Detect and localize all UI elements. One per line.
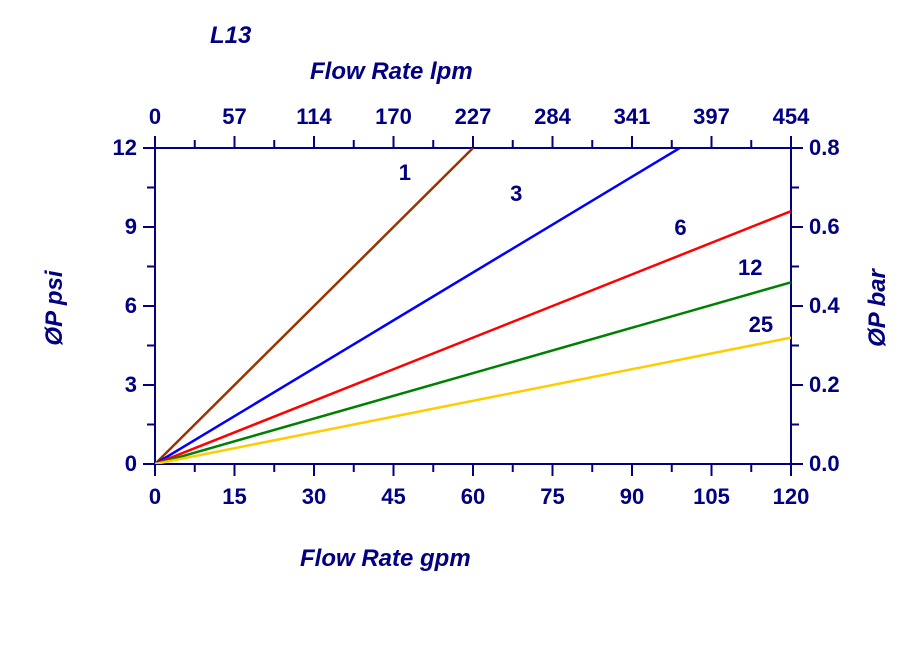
series-label-12: 12 [738, 255, 762, 281]
x-bottom-tick-120: 120 [761, 484, 821, 510]
chart-root: L13 Flow Rate lpm Flow Rate gpm ØP psi Ø… [0, 0, 907, 660]
x-top-tick-341: 341 [602, 104, 662, 130]
x-bottom-tick-0: 0 [125, 484, 185, 510]
x-top-tick-397: 397 [682, 104, 742, 130]
series-label-1: 1 [399, 160, 411, 186]
x-bottom-tick-105: 105 [682, 484, 742, 510]
series-line-1 [155, 148, 473, 464]
x-bottom-tick-45: 45 [364, 484, 424, 510]
y-right-tick-0.8: 0.8 [809, 135, 859, 161]
y-right-tick-0.2: 0.2 [809, 372, 859, 398]
x-bottom-tick-75: 75 [523, 484, 583, 510]
y-left-tick-12: 12 [93, 135, 137, 161]
series-label-25: 25 [749, 312, 773, 338]
series-line-25 [155, 338, 791, 464]
x-bottom-tick-90: 90 [602, 484, 662, 510]
x-top-tick-0: 0 [125, 104, 185, 130]
y-left-tick-9: 9 [93, 214, 137, 240]
x-top-tick-284: 284 [523, 104, 583, 130]
y-left-tick-6: 6 [93, 293, 137, 319]
series-line-6 [155, 211, 791, 464]
series-label-3: 3 [510, 181, 522, 207]
x-top-tick-170: 170 [364, 104, 424, 130]
y-right-tick-0.0: 0.0 [809, 451, 859, 477]
y-right-tick-0.6: 0.6 [809, 214, 859, 240]
series-line-12 [155, 282, 791, 464]
x-top-tick-454: 454 [761, 104, 821, 130]
x-bottom-tick-15: 15 [205, 484, 265, 510]
x-top-tick-57: 57 [205, 104, 265, 130]
x-bottom-tick-60: 60 [443, 484, 503, 510]
x-bottom-tick-30: 30 [284, 484, 344, 510]
x-top-tick-114: 114 [284, 104, 344, 130]
series-line-3 [155, 148, 680, 464]
series-label-6: 6 [674, 215, 686, 241]
x-top-tick-227: 227 [443, 104, 503, 130]
y-left-tick-3: 3 [93, 372, 137, 398]
y-right-tick-0.4: 0.4 [809, 293, 859, 319]
y-left-tick-0: 0 [93, 451, 137, 477]
